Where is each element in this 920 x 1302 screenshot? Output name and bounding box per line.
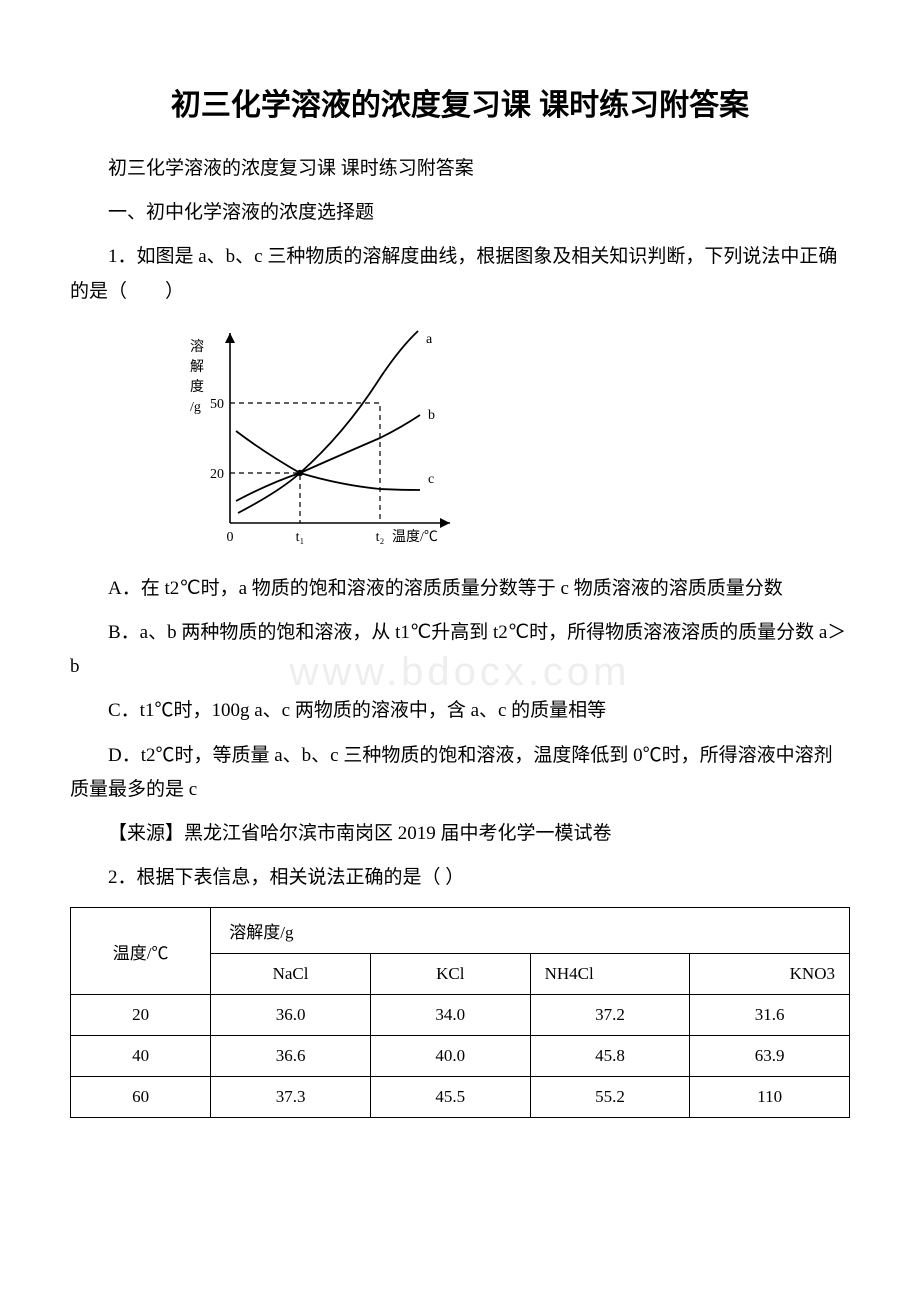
cell-value: 31.6 (690, 995, 850, 1036)
svg-text:c: c (428, 472, 434, 487)
cell-value: 36.6 (211, 1036, 371, 1077)
svg-text:0: 0 (227, 530, 234, 545)
svg-text:50: 50 (210, 397, 224, 412)
q1-option-c: C．t1℃时，100g a、c 两物质的溶液中，含 a、c 的质量相等 (70, 694, 850, 728)
th-compound: NH4Cl (530, 954, 690, 995)
page-title: 初三化学溶液的浓度复习课 课时练习附答案 (70, 80, 850, 124)
cell-temperature: 60 (71, 1077, 211, 1118)
q1-option-b: B．a、b 两种物质的饱和溶液，从 t1℃升高到 t2℃时，所得物质溶液溶质的质… (70, 616, 850, 684)
cell-value: 45.5 (370, 1077, 530, 1118)
q2-stem: 2．根据下表信息，相关说法正确的是（ ） (70, 861, 850, 895)
table-body: 2036.034.037.231.64036.640.045.863.96037… (71, 995, 850, 1118)
th-compound: KNO3 (690, 954, 850, 995)
svg-text:b: b (428, 408, 435, 423)
intro-line: 初三化学溶液的浓度复习课 课时练习附答案 (70, 152, 850, 186)
table-header-row-1: 温度/℃ 溶解度/g (71, 908, 850, 954)
cell-value: 37.2 (530, 995, 690, 1036)
section-heading: 一、初中化学溶液的浓度选择题 (70, 196, 850, 230)
solubility-chart: 溶解度/g 温度/℃ 20 50 0 t₁ t₂ a b c (170, 323, 850, 558)
cell-value: 63.9 (690, 1036, 850, 1077)
th-compound: NaCl (211, 954, 371, 995)
cell-value: 110 (690, 1077, 850, 1118)
cell-value: 34.0 (370, 995, 530, 1036)
svg-text:溶: 溶 (190, 339, 204, 355)
svg-text:t₂: t₂ (376, 530, 385, 545)
cell-value: 45.8 (530, 1036, 690, 1077)
cell-temperature: 40 (71, 1036, 211, 1077)
q1-stem: 1．如图是 a、b、c 三种物质的溶解度曲线，根据图象及相关知识判断，下列说法中… (70, 240, 850, 308)
cell-value: 55.2 (530, 1077, 690, 1118)
table-row: 6037.345.555.2110 (71, 1077, 850, 1118)
svg-text:a: a (426, 332, 433, 347)
svg-text:t₁: t₁ (296, 530, 305, 545)
table-row: 4036.640.045.863.9 (71, 1036, 850, 1077)
svg-text:/g: /g (190, 400, 201, 415)
th-compound: KCl (370, 954, 530, 995)
q1-source: 【来源】黑龙江省哈尔滨市南岗区 2019 届中考化学一模试卷 (70, 817, 850, 851)
cell-temperature: 20 (71, 995, 211, 1036)
svg-text:20: 20 (210, 467, 224, 482)
svg-text:度: 度 (190, 379, 204, 395)
svg-text:温度/℃: 温度/℃ (392, 529, 438, 545)
svg-text:解: 解 (190, 359, 204, 375)
th-temperature: 温度/℃ (71, 908, 211, 995)
cell-value: 37.3 (211, 1077, 371, 1118)
q1-option-a: A．在 t2℃时，a 物质的饱和溶液的溶质质量分数等于 c 物质溶液的溶质质量分… (70, 572, 850, 606)
cell-value: 36.0 (211, 995, 371, 1036)
q1-option-d: D．t2℃时，等质量 a、b、c 三种物质的饱和溶液，温度降低到 0℃时，所得溶… (70, 739, 850, 807)
th-solubility: 溶解度/g (211, 908, 850, 954)
solubility-table: 温度/℃ 溶解度/g NaClKClNH4ClKNO3 2036.034.037… (70, 907, 850, 1118)
table-row: 2036.034.037.231.6 (71, 995, 850, 1036)
cell-value: 40.0 (370, 1036, 530, 1077)
